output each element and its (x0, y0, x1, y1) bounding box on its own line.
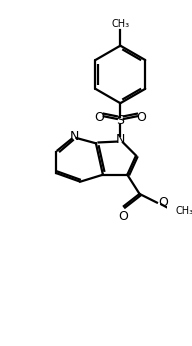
Text: O: O (118, 210, 128, 224)
Text: CH₃: CH₃ (111, 19, 129, 29)
Text: O: O (94, 111, 104, 124)
Text: CH₃: CH₃ (175, 206, 192, 216)
Text: N: N (70, 130, 79, 143)
Text: O: O (158, 196, 168, 209)
Text: N: N (116, 133, 125, 146)
Text: O: O (136, 111, 146, 124)
Text: S: S (116, 114, 124, 127)
